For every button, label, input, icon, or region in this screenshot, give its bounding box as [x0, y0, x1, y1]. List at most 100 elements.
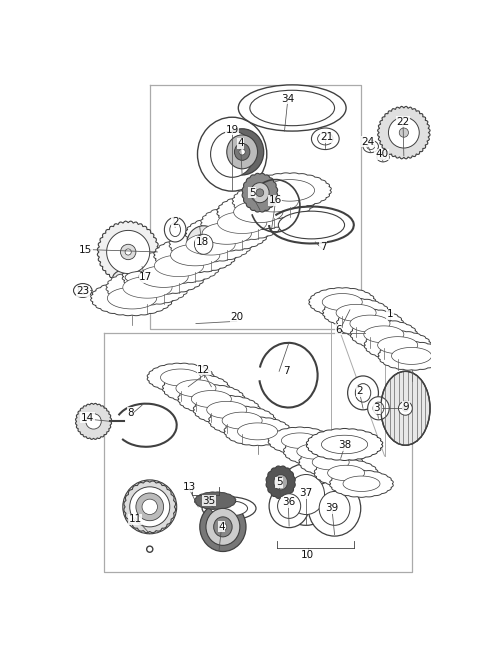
Polygon shape: [202, 222, 252, 244]
Polygon shape: [343, 476, 380, 491]
Polygon shape: [364, 331, 431, 359]
Ellipse shape: [277, 464, 336, 525]
Polygon shape: [378, 342, 445, 370]
Polygon shape: [249, 190, 299, 212]
Ellipse shape: [219, 523, 227, 531]
Text: 40: 40: [375, 149, 388, 159]
Ellipse shape: [227, 135, 258, 169]
Ellipse shape: [214, 517, 232, 537]
Ellipse shape: [402, 405, 408, 411]
Text: 2: 2: [172, 217, 179, 227]
Text: 22: 22: [396, 117, 410, 127]
Ellipse shape: [200, 502, 246, 552]
Polygon shape: [107, 230, 150, 274]
Polygon shape: [139, 266, 188, 287]
Ellipse shape: [147, 546, 153, 552]
Ellipse shape: [221, 129, 264, 175]
Ellipse shape: [355, 384, 371, 402]
Polygon shape: [193, 396, 260, 424]
Ellipse shape: [125, 249, 131, 255]
Polygon shape: [170, 244, 220, 266]
Polygon shape: [154, 237, 237, 272]
Polygon shape: [238, 423, 277, 440]
Text: 12: 12: [197, 365, 210, 375]
Ellipse shape: [380, 155, 386, 159]
Text: 20: 20: [230, 312, 243, 322]
Ellipse shape: [142, 499, 157, 514]
Polygon shape: [217, 212, 267, 234]
Polygon shape: [266, 466, 295, 499]
Text: 21: 21: [320, 133, 334, 142]
Ellipse shape: [312, 128, 339, 150]
Text: 15: 15: [79, 245, 93, 255]
Ellipse shape: [170, 222, 180, 237]
Ellipse shape: [238, 85, 346, 131]
Text: 13: 13: [183, 482, 196, 492]
Ellipse shape: [120, 244, 136, 260]
Ellipse shape: [136, 493, 164, 521]
Polygon shape: [322, 293, 362, 310]
Ellipse shape: [164, 217, 186, 242]
Text: 38: 38: [338, 440, 351, 450]
Ellipse shape: [269, 485, 309, 527]
Polygon shape: [378, 106, 430, 159]
Ellipse shape: [125, 271, 159, 283]
Ellipse shape: [381, 371, 430, 445]
Text: 17: 17: [139, 272, 153, 282]
Polygon shape: [392, 348, 432, 364]
Polygon shape: [122, 259, 205, 294]
Polygon shape: [91, 281, 173, 316]
Polygon shape: [185, 216, 268, 251]
Polygon shape: [297, 443, 334, 459]
Polygon shape: [350, 320, 417, 349]
Ellipse shape: [250, 91, 335, 126]
Text: 23: 23: [76, 286, 89, 297]
Polygon shape: [309, 288, 376, 316]
Polygon shape: [322, 435, 368, 454]
Polygon shape: [163, 374, 229, 403]
Polygon shape: [314, 459, 378, 487]
Text: 10: 10: [301, 550, 314, 560]
Polygon shape: [268, 427, 332, 454]
Text: 8: 8: [127, 408, 134, 418]
Text: 18: 18: [195, 237, 209, 247]
Text: 14: 14: [81, 413, 94, 422]
Text: 7: 7: [284, 366, 290, 377]
Ellipse shape: [288, 474, 324, 514]
Polygon shape: [312, 455, 349, 470]
Text: 5: 5: [276, 477, 282, 487]
Ellipse shape: [308, 481, 361, 536]
Polygon shape: [222, 412, 262, 429]
Ellipse shape: [206, 508, 240, 545]
Polygon shape: [192, 390, 231, 407]
Polygon shape: [284, 438, 347, 465]
Ellipse shape: [318, 133, 333, 145]
Polygon shape: [378, 337, 418, 354]
Polygon shape: [155, 255, 204, 277]
Polygon shape: [186, 234, 235, 255]
Polygon shape: [328, 465, 365, 481]
Polygon shape: [108, 287, 156, 309]
Polygon shape: [265, 180, 314, 201]
Polygon shape: [232, 184, 315, 218]
Text: 19: 19: [226, 125, 239, 134]
Ellipse shape: [373, 402, 384, 415]
Polygon shape: [209, 406, 276, 435]
Polygon shape: [75, 403, 111, 440]
Ellipse shape: [348, 376, 378, 410]
Ellipse shape: [211, 501, 248, 516]
Polygon shape: [97, 221, 159, 283]
Polygon shape: [364, 326, 404, 343]
Polygon shape: [323, 298, 389, 327]
Text: 24: 24: [361, 137, 374, 147]
Ellipse shape: [377, 153, 389, 162]
Ellipse shape: [73, 283, 92, 297]
Ellipse shape: [202, 497, 256, 520]
Ellipse shape: [388, 117, 419, 148]
Text: 16: 16: [269, 195, 282, 205]
Polygon shape: [234, 201, 283, 222]
Polygon shape: [207, 401, 247, 419]
Text: 4: 4: [218, 522, 225, 532]
Text: 3: 3: [373, 403, 380, 413]
Ellipse shape: [187, 226, 221, 263]
